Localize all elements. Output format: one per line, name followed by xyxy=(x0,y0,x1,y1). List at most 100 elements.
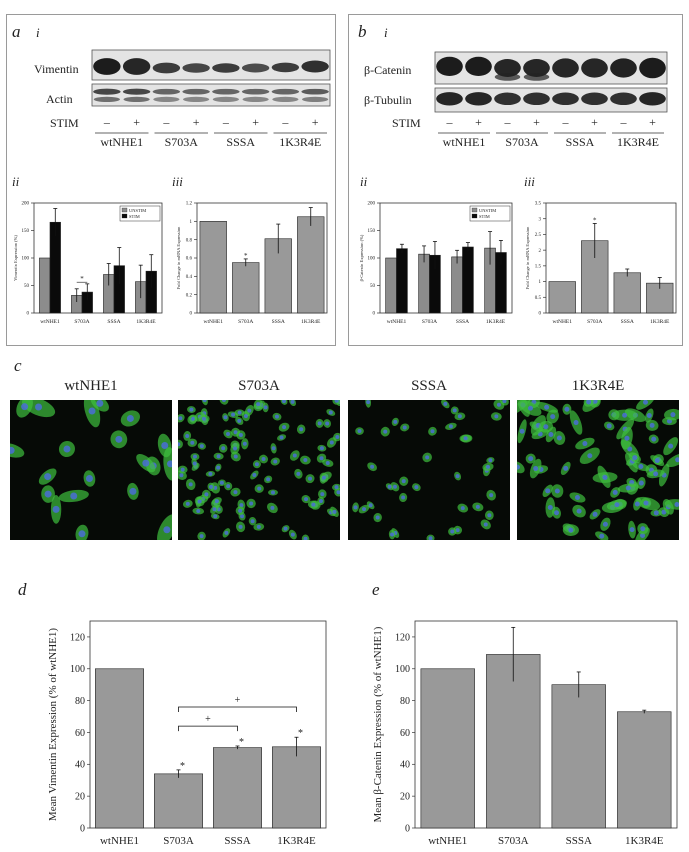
nucleus xyxy=(283,526,288,531)
nucleus xyxy=(221,446,226,451)
nucleus xyxy=(402,425,407,430)
micro-label-1k3r4e: 1K3R4E xyxy=(571,378,625,394)
chart-a-iii-ytick-label: 0.8 xyxy=(186,238,193,243)
nucleus xyxy=(282,425,287,430)
chart-a-ii-legend-swatch xyxy=(121,207,128,213)
nucleus xyxy=(496,402,501,407)
nucleus xyxy=(366,400,371,405)
nucleus xyxy=(602,521,608,527)
nucleus xyxy=(308,476,313,481)
nucleus xyxy=(237,410,242,415)
chart-b-iii-asterisk: * xyxy=(593,216,597,224)
nucleus xyxy=(196,509,201,514)
nucleus xyxy=(547,504,553,510)
chart-a-iii-ytick-label: 0 xyxy=(190,312,193,317)
chart-b-iii-ytick-label: 1.5 xyxy=(535,265,542,270)
blot-a-vimentin-band xyxy=(271,62,300,73)
panel-b-ii-label: ii xyxy=(360,174,368,189)
nucleus xyxy=(329,440,334,445)
blot-a-actin-band xyxy=(212,88,240,95)
nucleus xyxy=(392,484,397,489)
nucleus xyxy=(263,405,268,410)
chart-b-iii-category-label: 1K3R4E xyxy=(650,319,670,325)
chart-d-bar xyxy=(95,668,144,829)
chart-b-iii-ytick-label: 3.5 xyxy=(535,202,542,207)
chart-d-category-label: SSSA xyxy=(224,835,250,847)
chart-d-sig-bracket-s703a-1k3r4e xyxy=(178,706,297,712)
chart-b-iii-ytick-label: 3 xyxy=(539,217,542,222)
chart-e-bar xyxy=(617,711,672,829)
nucleus xyxy=(519,428,525,434)
nucleus xyxy=(527,405,533,411)
nucleus xyxy=(563,465,569,471)
blot-b-tubulin-band xyxy=(639,92,666,106)
chart-b-iii-category-label: SSSA xyxy=(621,319,634,325)
chart-e-bar xyxy=(420,668,475,829)
nucleus xyxy=(624,435,630,441)
nucleus xyxy=(448,424,453,429)
chart-a-ii-category-label: wtNHE1 xyxy=(40,319,60,325)
chart-a-ii-asterisk: * xyxy=(80,275,84,283)
chart-d-ytick-label: 20 xyxy=(75,791,85,802)
nucleus xyxy=(653,471,659,477)
nucleus xyxy=(325,421,330,426)
nucleus xyxy=(221,400,226,403)
nucleus xyxy=(387,484,392,489)
chart-a-ii-category-label: 1K3R4E xyxy=(136,319,156,325)
blot-a-actin-band xyxy=(272,96,299,103)
nucleus xyxy=(334,400,339,403)
blot-a-vimentin-band xyxy=(152,62,181,74)
nucleus xyxy=(485,464,490,469)
nucleus xyxy=(543,424,549,430)
chart-d-ytick-label: 60 xyxy=(75,728,85,739)
nucleus xyxy=(550,414,556,420)
chart-b-ii-bar xyxy=(418,253,430,314)
nucleus xyxy=(190,440,195,445)
chart-a-ii-category-label: S703A xyxy=(74,319,89,325)
blot-b-catenin-band xyxy=(639,57,666,79)
nucleus xyxy=(126,414,134,422)
blot-a-vimentin-band xyxy=(301,60,329,73)
blot-b-genotype-label: wtNHE1 xyxy=(443,135,486,149)
nucleus xyxy=(70,492,78,500)
chart-e-category-label: wtNHE1 xyxy=(428,835,467,847)
nucleus xyxy=(614,502,620,508)
chart-e-ytick-label: 60 xyxy=(400,728,410,739)
blot-a-actin-band xyxy=(302,96,329,103)
chart-a-ii-legend-label: UNSTIM xyxy=(129,208,146,213)
chart-a-iii-category-label: 1K3R4E xyxy=(301,319,321,325)
blot-a-actin-band xyxy=(153,96,180,103)
blot-a-stim-label: STIM xyxy=(50,116,79,130)
nucleus xyxy=(587,453,593,459)
micro-label-sssa: SSSA xyxy=(411,378,447,394)
nucleus xyxy=(370,464,375,469)
nucleus xyxy=(208,484,213,489)
chart-b-iii-category-label: S703A xyxy=(587,319,602,325)
blot-a-vimentin-band xyxy=(212,63,240,73)
nucleus xyxy=(638,480,644,486)
nucleus xyxy=(625,485,631,491)
chart-b-ii-legend-label: STIM xyxy=(479,214,490,219)
chart-a-iii-category-label: wtNHE1 xyxy=(203,319,223,325)
nucleus xyxy=(52,505,60,513)
blot-a-stim-sign: – xyxy=(103,115,111,129)
chart-e-ytick-label: 80 xyxy=(400,696,410,707)
chart-b-ii-ytick-label: 50 xyxy=(370,284,376,289)
nucleus xyxy=(237,418,242,423)
chart-a-ii-legend-swatch xyxy=(121,213,128,219)
blot-a-actin-band xyxy=(212,96,239,103)
chart-a-ii-ytick-label: 200 xyxy=(22,202,30,207)
nucleus xyxy=(270,505,275,510)
nucleus xyxy=(238,508,243,513)
panel-letter-d: d xyxy=(18,580,27,599)
nucleus xyxy=(273,459,278,464)
nucleus xyxy=(199,444,204,449)
nucleus xyxy=(317,421,322,426)
nucleus xyxy=(602,474,608,480)
chart-a-iii-category-label: SSSA xyxy=(272,319,285,325)
chart-b-ii-category-label: S703A xyxy=(422,319,437,325)
panel-letter-a: a xyxy=(12,22,21,41)
nucleus xyxy=(303,458,308,463)
chart-a-iii-bar xyxy=(199,221,227,314)
